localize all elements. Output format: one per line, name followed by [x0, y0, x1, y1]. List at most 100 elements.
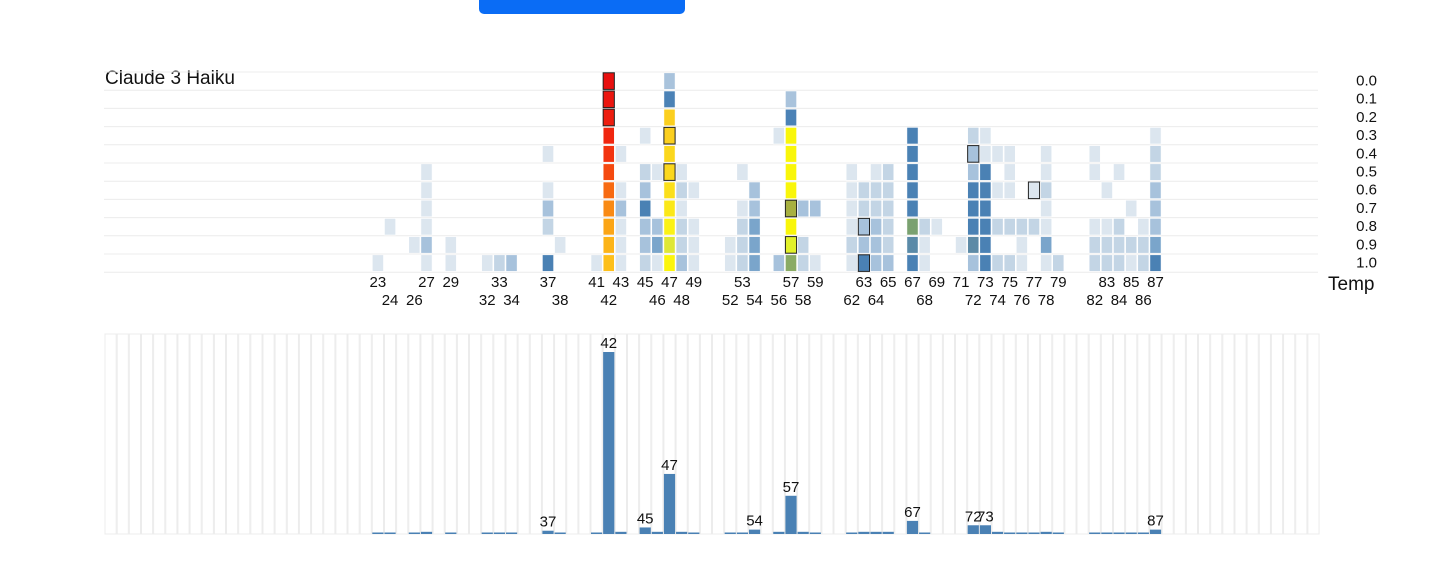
heatmap-x-tick-label: 58 — [795, 292, 812, 309]
heatmap-cell — [979, 199, 992, 218]
histogram-slot — [833, 333, 846, 535]
histogram-bar — [1040, 531, 1052, 534]
histogram-bar — [688, 532, 700, 534]
heatmap-x-tick-label: 72 — [965, 292, 982, 309]
histogram-slot — [505, 333, 518, 535]
temperature-label: 0.0 — [1356, 73, 1377, 90]
histogram-slot — [1198, 333, 1211, 535]
heatmap-cell — [882, 163, 895, 181]
heatmap-cell — [906, 199, 919, 218]
heatmap-x-tick-label: 56 — [771, 292, 788, 309]
temperature-label: 0.7 — [1356, 200, 1377, 217]
heatmap-cell — [420, 218, 433, 236]
heatmap-x-tick-label: 26 — [406, 292, 423, 309]
heatmap-cell — [384, 218, 396, 236]
heatmap-cell — [906, 218, 919, 236]
heatmap-cell — [991, 254, 1004, 272]
histogram-bar — [615, 531, 627, 534]
histogram-slot — [869, 333, 883, 535]
histogram-bar — [372, 532, 384, 534]
histogram-slot — [955, 333, 968, 535]
heatmap-cell — [930, 218, 943, 236]
heatmap-cell — [857, 199, 870, 218]
histogram-slot — [517, 333, 530, 535]
heatmap-cell — [1040, 145, 1053, 163]
histogram-bar — [408, 532, 420, 534]
heatmap-cell — [724, 236, 737, 254]
heatmap-cell — [785, 181, 797, 199]
heatmap-cell — [371, 254, 384, 272]
histogram-bar-label: 73 — [977, 508, 994, 525]
heatmap-cell — [602, 181, 615, 199]
histogram-slot — [444, 333, 457, 535]
heatmap-x-tick-label: 79 — [1050, 274, 1067, 291]
histogram-bar-label: 37 — [540, 514, 557, 531]
histogram-slot — [1258, 333, 1271, 535]
heatmap-cell — [967, 145, 980, 163]
histogram-slot — [456, 333, 470, 535]
histogram-slot — [408, 333, 421, 535]
temperature-label: 0.4 — [1356, 145, 1377, 162]
histogram-bar — [870, 531, 882, 534]
histogram-bar-label: 45 — [637, 510, 654, 527]
histogram-slot — [748, 333, 761, 535]
temperature-label: 0.8 — [1356, 218, 1377, 235]
top-action-button[interactable] — [479, 0, 685, 14]
histogram-slot — [797, 333, 810, 535]
histogram-bar — [785, 495, 797, 534]
heatmap-cell — [1125, 254, 1138, 272]
histogram-bar — [505, 532, 518, 534]
heatmap-cell — [1149, 163, 1162, 181]
heatmap-cell — [882, 218, 895, 236]
histogram-slot — [469, 333, 482, 535]
histogram-bar — [736, 532, 748, 534]
heatmap-cell — [991, 145, 1004, 163]
histogram-slot — [286, 333, 299, 535]
heatmap-x-tick-label: 32 — [479, 292, 496, 309]
heatmap-cell — [797, 199, 810, 218]
heatmap-x-tick-label: 84 — [1111, 292, 1128, 309]
histogram-slot — [104, 333, 117, 535]
heatmap-cell — [639, 254, 652, 272]
histogram-slot — [590, 333, 603, 535]
histogram-slot — [626, 333, 640, 535]
heatmap-cell — [967, 199, 980, 218]
heatmap-x-tick-label: 46 — [649, 292, 666, 309]
heatmap-cell — [882, 236, 895, 254]
heatmap-cell — [870, 199, 882, 218]
temperature-axis-title: Temp — [1328, 274, 1374, 295]
heatmap-cell — [991, 181, 1004, 199]
heatmap-cell — [687, 254, 700, 272]
histogram-slot — [1185, 333, 1199, 535]
heatmap-x-tick-label: 37 — [540, 274, 557, 291]
heatmap-cell — [906, 254, 919, 272]
histogram-bar-label: 67 — [904, 504, 921, 521]
heatmap-cell — [602, 72, 615, 90]
heatmap-x-tick-label: 82 — [1086, 292, 1103, 309]
heatmap-x-tick-label: 87 — [1147, 274, 1164, 291]
heatmap-x-tick-label: 47 — [661, 274, 678, 291]
histogram-slot — [298, 333, 312, 535]
histogram-slot — [420, 333, 433, 535]
temperature-label: 0.6 — [1356, 182, 1377, 199]
heatmap-cell — [967, 163, 980, 181]
temperature-label: 0.3 — [1356, 127, 1377, 144]
heatmap-cell — [857, 181, 870, 199]
temperature-label: 0.9 — [1356, 236, 1377, 253]
histogram-bar — [676, 531, 688, 534]
heatmap-cell — [748, 218, 761, 236]
heatmap-cell — [748, 181, 761, 199]
heatmap-cell — [1149, 199, 1162, 218]
histogram-slot — [347, 333, 360, 535]
histogram-slot — [1088, 333, 1101, 535]
heatmap-x-tick-label: 65 — [880, 274, 897, 291]
heatmap-cell — [602, 163, 615, 181]
heatmap-x-tick-label: 68 — [916, 292, 933, 309]
heatmap-cell — [785, 90, 797, 108]
histogram-bar — [967, 525, 979, 534]
heatmap-cell — [663, 163, 676, 181]
histogram-slot — [140, 333, 154, 535]
temperature-label: 0.5 — [1356, 164, 1377, 181]
heatmap-cell — [1040, 163, 1053, 181]
heatmap-cell — [1125, 199, 1138, 218]
